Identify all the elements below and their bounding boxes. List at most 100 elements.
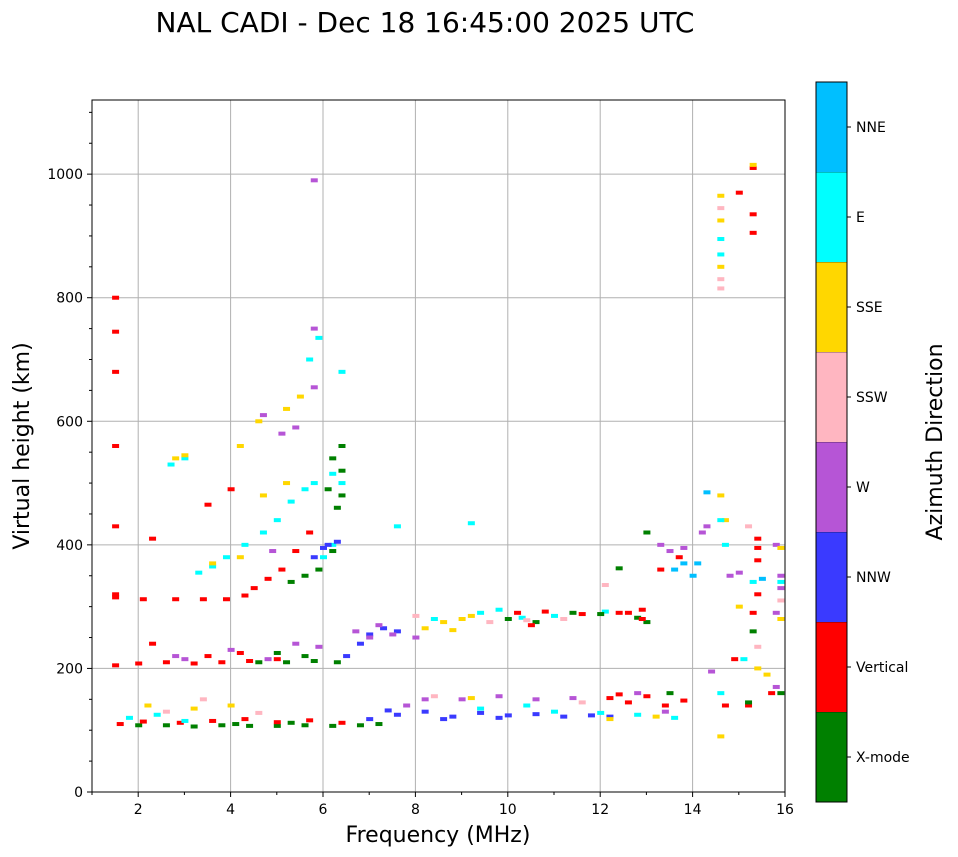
echo-point xyxy=(717,493,725,498)
echo-point xyxy=(772,610,780,615)
echo-point xyxy=(227,487,235,492)
echo-point xyxy=(777,691,785,696)
echo-point xyxy=(421,709,429,714)
echo-point xyxy=(749,579,757,584)
echo-point xyxy=(495,715,503,720)
echo-point xyxy=(259,493,267,498)
echo-point xyxy=(717,264,725,269)
echo-point xyxy=(657,542,665,547)
echo-point xyxy=(777,573,785,578)
echo-point xyxy=(112,524,120,529)
echo-point xyxy=(315,567,323,572)
echo-cluster xyxy=(601,206,785,649)
echo-cluster xyxy=(112,641,281,668)
echo-cluster xyxy=(112,487,314,602)
colorbar-category-label: SSE xyxy=(856,300,883,316)
echo-point xyxy=(236,555,244,560)
echo-point xyxy=(532,697,540,702)
echo-point xyxy=(278,567,286,572)
echo-point xyxy=(749,162,757,167)
echo-cluster xyxy=(615,530,785,705)
echo-point xyxy=(236,444,244,448)
data-layer xyxy=(112,162,785,739)
echo-point xyxy=(324,542,332,547)
x-tick-label: 4 xyxy=(226,802,235,818)
y-tick-label: 800 xyxy=(56,291,83,307)
echo-cluster xyxy=(717,162,785,739)
colorbar-category-label: X-mode xyxy=(856,750,910,766)
colorbar-frame xyxy=(815,81,848,803)
colorbar-segment xyxy=(816,82,847,172)
echo-point xyxy=(495,694,503,699)
echo-point xyxy=(144,703,152,708)
echo-point xyxy=(758,576,766,581)
echo-point xyxy=(246,659,254,664)
echo-cluster xyxy=(255,650,341,665)
echo-point xyxy=(301,723,309,728)
echo-point xyxy=(772,684,780,689)
echo-point xyxy=(259,530,267,535)
echo-point xyxy=(112,295,120,300)
echo-point xyxy=(199,597,207,602)
echo-point xyxy=(495,607,503,612)
echo-point xyxy=(698,530,706,535)
echo-point xyxy=(366,632,374,637)
echo-point xyxy=(287,720,295,725)
echo-point xyxy=(301,487,309,492)
echo-point xyxy=(209,564,217,569)
echo-point xyxy=(338,720,346,725)
echo-point xyxy=(227,703,235,708)
x-tick-label: 14 xyxy=(684,802,702,818)
echo-point xyxy=(153,712,161,717)
echo-point xyxy=(421,697,429,702)
echo-point xyxy=(467,613,475,618)
echo-point xyxy=(172,597,180,602)
echo-point xyxy=(412,635,420,640)
echo-point xyxy=(310,385,318,390)
echo-point xyxy=(269,549,277,554)
echo-point xyxy=(301,654,309,659)
echo-point xyxy=(735,570,743,575)
echo-point xyxy=(661,709,669,714)
echo-point xyxy=(190,661,198,666)
echo-point xyxy=(209,718,217,723)
echo-point xyxy=(241,593,249,598)
echo-point xyxy=(112,369,120,374)
echo-point xyxy=(273,650,281,655)
echo-point xyxy=(227,647,235,652)
echo-point xyxy=(467,521,475,526)
echo-point xyxy=(634,615,642,620)
echo-cluster xyxy=(352,623,420,640)
echo-point xyxy=(338,444,346,448)
echo-point xyxy=(717,206,725,211)
echo-point xyxy=(486,620,494,625)
colorbar-category-label: NNW xyxy=(856,570,891,586)
echo-point xyxy=(255,419,263,424)
echo-point xyxy=(717,734,725,739)
echo-point xyxy=(708,669,716,674)
echo-point xyxy=(518,615,526,620)
echo-point xyxy=(449,628,457,633)
echo-point xyxy=(333,505,341,510)
colorbar-label: Azimuth Direction xyxy=(923,343,948,540)
echo-point xyxy=(578,612,586,617)
echo-point xyxy=(366,717,374,722)
echo-point xyxy=(703,524,711,529)
y-tick-label: 600 xyxy=(56,414,83,430)
echo-point xyxy=(749,610,757,615)
echo-point xyxy=(283,481,291,486)
echo-point xyxy=(777,545,785,550)
echo-point xyxy=(338,369,346,374)
echo-point xyxy=(181,718,189,723)
echo-point xyxy=(754,644,762,649)
echo-point xyxy=(777,617,785,621)
echo-point xyxy=(112,595,120,600)
echo-point xyxy=(652,714,660,719)
echo-point xyxy=(393,712,401,717)
colorbar-category-label: Vertical xyxy=(856,660,908,676)
echo-point xyxy=(181,657,189,662)
echo-point xyxy=(278,431,286,436)
echo-point xyxy=(310,178,318,183)
plot-frame xyxy=(91,99,786,793)
echo-point xyxy=(551,613,558,618)
